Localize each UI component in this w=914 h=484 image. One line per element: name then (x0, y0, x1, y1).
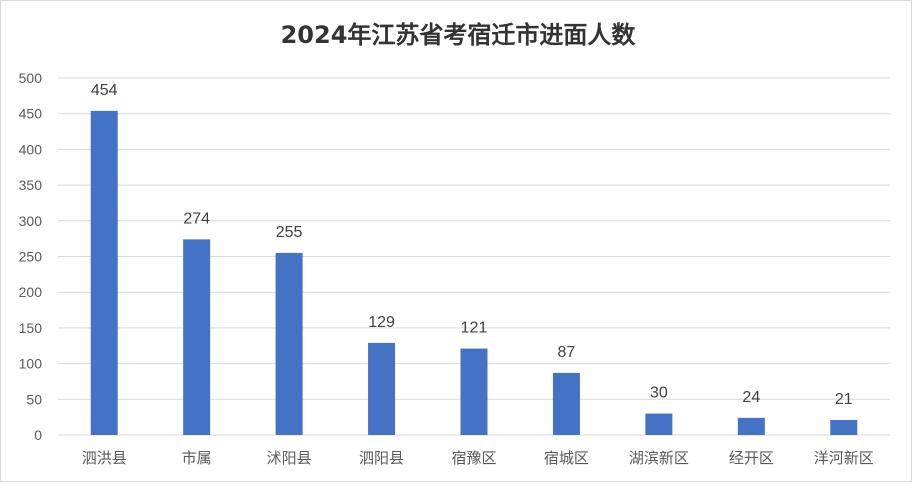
data-label-3: 129 (368, 314, 395, 331)
data-label-2: 255 (276, 224, 303, 241)
y-tick-label-350: 350 (19, 177, 43, 193)
y-tick-label-200: 200 (19, 284, 43, 300)
bar-4 (460, 348, 488, 435)
y-tick-label-0: 0 (34, 427, 42, 443)
x-tick-label-4: 宿豫区 (451, 449, 496, 467)
x-tick-label-2: 沭阳县 (267, 449, 312, 467)
bar-7 (737, 417, 765, 435)
x-tick-label-0: 泗洪县 (82, 449, 127, 467)
y-tick-label-50: 50 (26, 391, 42, 407)
y-tick-label-100: 100 (19, 356, 43, 372)
bar-8 (830, 420, 858, 435)
y-tick-label-400: 400 (19, 141, 43, 157)
chart-title: 2024年江苏省考宿迁市进面人数 (280, 21, 636, 49)
bar-1 (183, 239, 211, 435)
bar-2 (275, 252, 303, 435)
x-tick-label-3: 泗阳县 (359, 449, 404, 467)
y-tick-label-450: 450 (19, 106, 43, 122)
bar-0 (90, 110, 118, 436)
y-tick-label-300: 300 (19, 213, 43, 229)
x-tick-label-6: 湖滨新区 (629, 449, 689, 467)
data-label-7: 24 (742, 389, 760, 406)
data-label-6: 30 (650, 385, 668, 402)
data-label-5: 87 (558, 344, 576, 361)
data-label-0: 454 (91, 82, 118, 99)
bar-5 (552, 372, 580, 435)
bar-6 (645, 413, 673, 435)
y-tick-label-150: 150 (19, 320, 43, 336)
data-label-8: 21 (835, 391, 853, 408)
x-tick-label-8: 洋河新区 (814, 449, 874, 467)
bar-3 (368, 342, 396, 435)
data-label-4: 121 (461, 320, 488, 337)
x-tick-label-5: 宿城区 (544, 449, 589, 467)
y-tick-label-500: 500 (19, 70, 43, 86)
y-tick-label-250: 250 (19, 249, 43, 265)
data-label-1: 274 (183, 210, 210, 227)
x-tick-label-7: 经开区 (729, 449, 774, 467)
x-tick-label-1: 市属 (182, 449, 212, 467)
